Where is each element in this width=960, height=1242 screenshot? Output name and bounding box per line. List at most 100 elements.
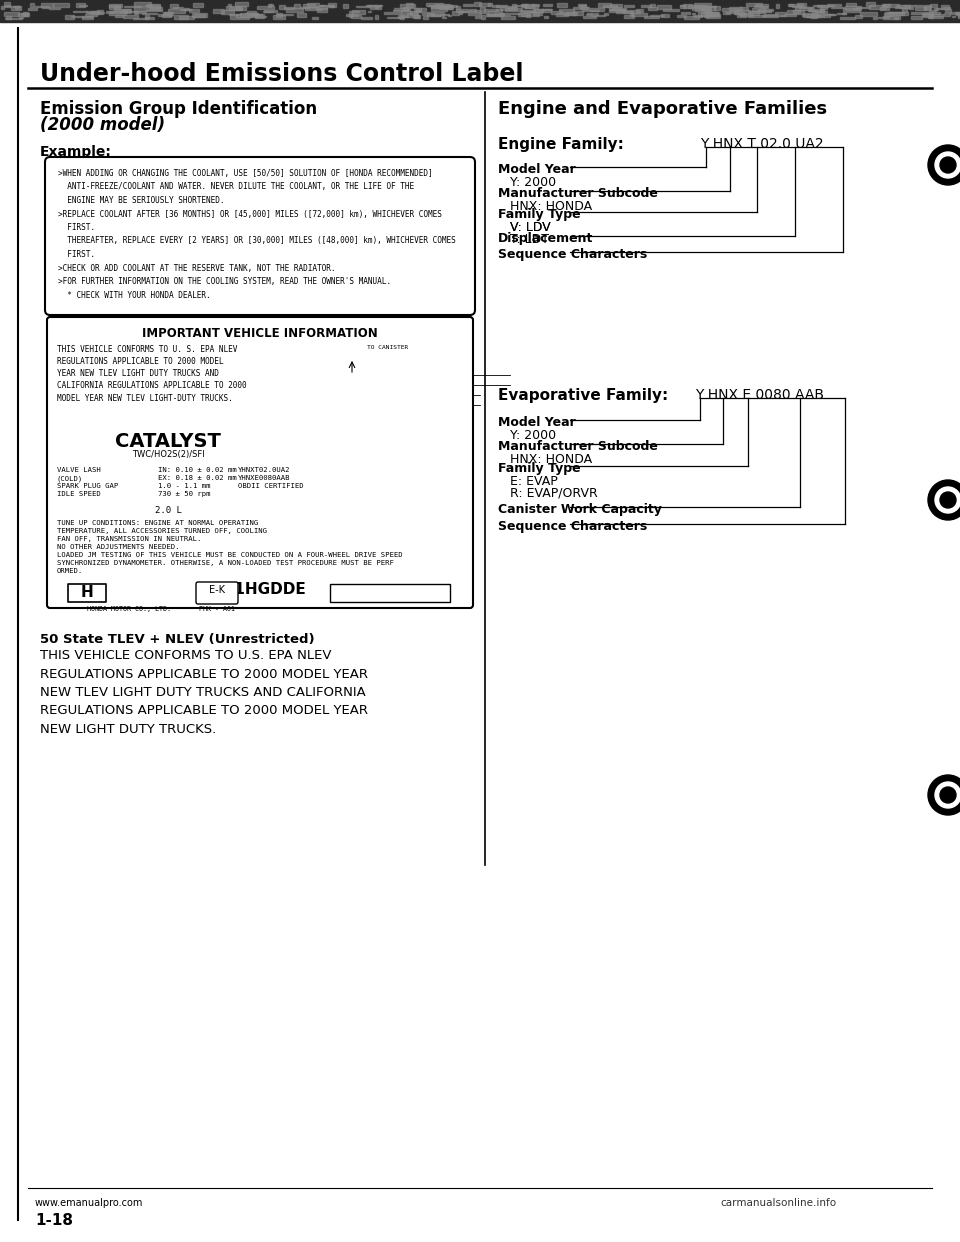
Bar [114,6,120,9]
Bar [820,7,827,9]
Bar [400,15,404,19]
Text: 2.0 L: 2.0 L [155,505,181,515]
Bar [860,12,877,16]
Bar [480,7,485,11]
FancyBboxPatch shape [196,582,238,604]
Bar [24,12,28,16]
Bar [900,5,910,7]
Text: TO CANISTER: TO CANISTER [368,345,409,350]
Bar [748,11,765,12]
Bar [911,16,922,19]
Circle shape [935,782,960,809]
Bar [924,6,930,10]
Text: Y HNX E 0080 AAB: Y HNX E 0080 AAB [695,388,824,402]
Bar [764,14,778,17]
Bar [595,12,598,15]
Bar [229,7,242,10]
Bar [929,14,933,17]
Bar [15,6,19,9]
Bar [496,5,499,7]
Bar [170,4,178,7]
Bar [431,7,447,11]
Text: 201HGDDE: 201HGDDE [214,582,306,597]
Bar [294,4,300,7]
Bar [684,16,699,19]
Text: >REPLACE COOLANT AFTER [36 MONTHS] OR [45,000] MILES ([72,000] km), WHICHEVER CO: >REPLACE COOLANT AFTER [36 MONTHS] OR [4… [58,210,442,219]
Bar [111,11,121,12]
Bar [797,2,806,6]
Bar [4,12,19,16]
Bar [426,2,443,6]
Bar [677,15,686,17]
Bar [820,9,824,12]
Text: (COLD): (COLD) [57,474,84,482]
Bar [508,7,514,9]
Bar [124,10,127,12]
Bar [134,7,146,11]
Bar [168,9,185,12]
Bar [406,2,413,7]
Bar [701,12,718,16]
Bar [147,4,160,7]
Text: OBDII CERTIFIED: OBDII CERTIFIED [238,483,303,489]
Text: CATALYST: CATALYST [115,432,221,451]
Bar [880,7,889,10]
Bar [400,4,415,7]
Text: >FOR FURTHER INFORMATION ON THE COOLING SYSTEM, READ THE OWNER'S MANUAL.: >FOR FURTHER INFORMATION ON THE COOLING … [58,277,391,286]
Bar [941,5,949,9]
Bar [276,12,282,17]
Bar [42,6,49,7]
Bar [623,10,640,12]
Bar [297,12,306,17]
Bar [398,15,408,17]
Bar [723,12,730,14]
Bar [370,7,381,9]
Bar [846,2,856,6]
Bar [431,14,440,16]
Bar [236,14,244,17]
Bar [956,12,960,15]
Bar [929,10,936,12]
Text: Y: 2000: Y: 2000 [510,428,556,442]
Bar [109,11,126,15]
Bar [661,14,669,17]
Bar [556,12,568,16]
Bar [375,6,378,7]
Bar [945,9,951,12]
Bar [532,4,539,6]
Text: THIS VEHICLE CONFORMS TO U. S. EPA NLEV
REGULATIONS APPLICABLE TO 2000 MODEL
YEA: THIS VEHICLE CONFORMS TO U. S. EPA NLEV … [57,345,247,402]
Bar [707,7,711,11]
Bar [706,14,720,17]
Bar [748,15,764,17]
Bar [423,16,428,19]
Text: ENGINE MAY BE SERIOUSLY SHORTENED.: ENGINE MAY BE SERIOUSLY SHORTENED. [58,196,225,205]
Bar [923,12,933,16]
Bar [873,17,877,19]
Text: YHNXT02.0UA2: YHNXT02.0UA2 [238,467,291,473]
Bar [636,9,643,12]
Bar [885,12,893,16]
Bar [312,17,318,19]
Text: Engine Family:: Engine Family: [498,137,624,152]
Bar [459,11,462,14]
Text: TWC/HO2S(2)/SFI: TWC/HO2S(2)/SFI [132,450,204,460]
Text: FIRST.: FIRST. [58,224,95,232]
Bar [0,0,960,22]
Text: LOADED JM TESTING OF THIS VEHICLE MUST BE CONDUCTED ON A FOUR-WHEEL DRIVE SPEED
: LOADED JM TESTING OF THIS VEHICLE MUST B… [57,551,402,574]
Bar [578,4,586,6]
Bar [648,7,657,10]
Bar [704,9,711,12]
Bar [488,11,495,15]
Bar [557,2,567,7]
Bar [543,4,552,6]
Bar [226,6,240,10]
Text: THEREAFTER, REPLACE EVERY [2 YEARS] OR [30,000] MILES ([48,000] km), WHICHEVER C: THEREAFTER, REPLACE EVERY [2 YEARS] OR [… [58,236,456,246]
Bar [403,7,408,10]
Bar [704,15,709,17]
Bar [352,10,365,14]
Text: Example:: Example: [40,145,112,159]
Text: Under-hood Emissions Control Label: Under-hood Emissions Control Label [40,62,523,86]
Bar [714,6,720,10]
Circle shape [935,152,960,178]
Bar [710,12,718,16]
